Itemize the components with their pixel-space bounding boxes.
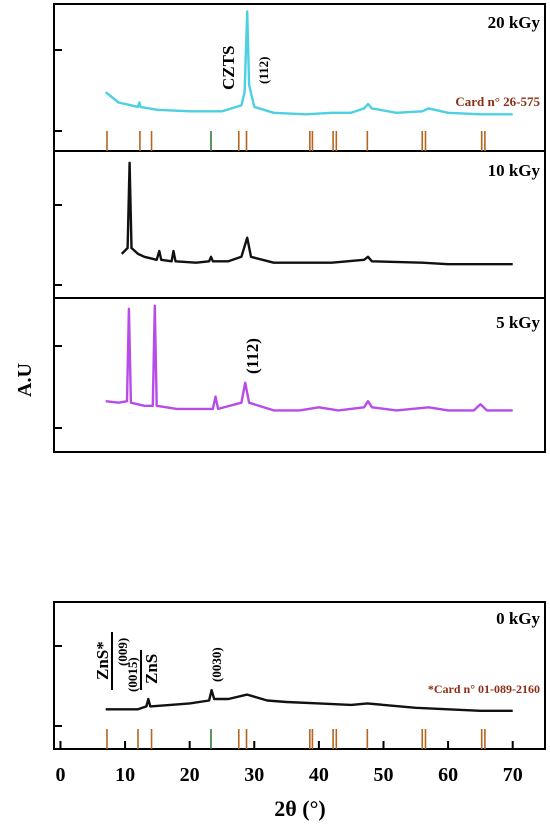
x-tick-label: 60 xyxy=(438,764,458,786)
y-axis-label: A.U xyxy=(14,363,36,397)
annotation-zns-star: ZnS* xyxy=(93,641,112,680)
x-axis-label: 2θ (°) xyxy=(274,796,325,821)
dose-label-20kgy: 20 kGy xyxy=(488,13,541,32)
annotation-009: (009) xyxy=(115,638,130,666)
series-layer xyxy=(104,10,513,712)
series-line-0kgy xyxy=(105,689,513,712)
card-label-0kgy: *Card n° 01-089-2160 xyxy=(428,682,540,696)
x-tick-label: 0 xyxy=(55,764,65,786)
series-line-20kgy xyxy=(104,10,513,116)
x-tick-label: 70 xyxy=(503,764,523,786)
annotation-zns: ZnS xyxy=(142,654,161,684)
dose-label-10kgy: 10 kGy xyxy=(488,161,541,180)
x-axis-ticks: 0 10 20 30 40 50 60 70 xyxy=(55,741,523,786)
x-tick-label: 50 xyxy=(373,764,393,786)
annotation-112-20kgy: (112) xyxy=(256,57,271,84)
panel-frame-20kgy xyxy=(53,3,546,152)
panel-frame-0kgy xyxy=(53,601,546,750)
annotation-0030: (0030) xyxy=(209,647,224,682)
x-tick-label: 30 xyxy=(244,764,264,786)
annotation-czts: CZTS xyxy=(219,46,238,90)
annotation-0015: (0015) xyxy=(125,657,140,692)
x-tick-label: 10 xyxy=(115,764,135,786)
panel-frame-5kgy xyxy=(53,297,546,453)
reference-peaks-layer xyxy=(106,131,486,749)
dose-label-0kgy: 0 kGy xyxy=(496,609,540,628)
x-tick-label: 40 xyxy=(309,764,329,786)
card-label-20kgy: Card n° 26-575 xyxy=(455,94,540,109)
x-tick-label: 20 xyxy=(180,764,200,786)
annotation-112-5kgy: (112) xyxy=(243,338,262,374)
series-line-10kgy xyxy=(120,161,513,266)
series-line-5kgy xyxy=(105,304,513,412)
dose-label-5kgy: 5 kGy xyxy=(496,313,540,332)
